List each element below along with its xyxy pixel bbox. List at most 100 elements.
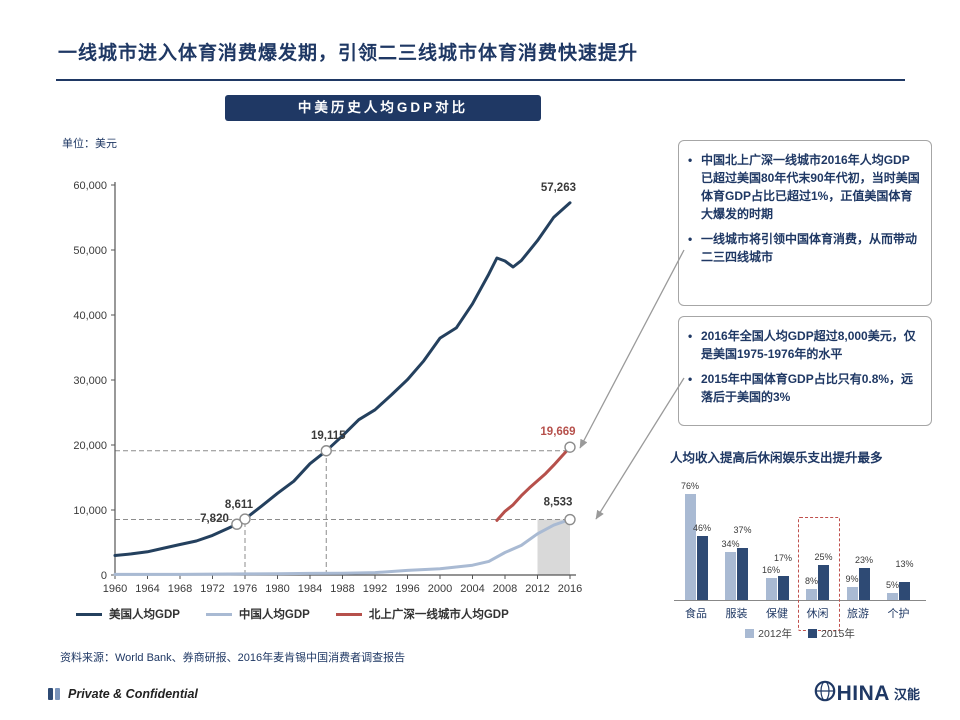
- footer: Private & Confidential HINA 汉能: [48, 680, 920, 707]
- bar-休闲-2012年: [806, 588, 817, 600]
- point-marker: [564, 441, 576, 453]
- y-tick-label: 0: [101, 570, 107, 582]
- legend-swatch: [205, 612, 232, 616]
- x-tick-label: 2000: [428, 583, 452, 595]
- china-line: [113, 518, 572, 576]
- legend-label: 美国人均GDP: [109, 609, 180, 621]
- bar-旅游-2015年: [858, 567, 870, 600]
- gdp-line-chart-svg: 0 10,000 20,000 30,000 40,000 50,000 60,000 196…: [73, 180, 582, 595]
- data-label: 57,263: [541, 182, 576, 194]
- bar-category-label: 休闲: [806, 608, 829, 620]
- bar-baseline: [674, 600, 926, 601]
- legend-swatch: [745, 629, 755, 638]
- legend-label: 中国人均GDP: [238, 609, 310, 621]
- bar-value-label: 8%: [804, 575, 818, 586]
- highlight-band: [537, 519, 570, 575]
- legend-item: 2012年: [745, 626, 792, 641]
- legend-label: 2015年: [821, 628, 855, 640]
- x-tick-label: 1980: [265, 583, 289, 595]
- source-note: 资料来源：World Bank、券商研报、2016年麦肯锡中国消费者调查报告: [60, 652, 406, 664]
- company-logo: HINA 汉能: [814, 680, 920, 707]
- page-title: 一线城市进入体育消费爆发期，引领二三线城市体育消费快速提升: [58, 43, 639, 64]
- bar-旅游-2012年: [846, 587, 858, 600]
- legend-swatch: [808, 629, 817, 638]
- data-label: 19,669: [540, 426, 575, 438]
- title-divider: [56, 79, 905, 81]
- logo-chinese: 汉能: [893, 687, 920, 702]
- legend-item: 2015年: [808, 626, 855, 641]
- bar-个护-2015年: [899, 581, 910, 600]
- y-tick-label: 40,000: [73, 310, 107, 322]
- bar-chart-legend: 2012年 2015年: [674, 626, 926, 641]
- globe-icon: [814, 680, 836, 707]
- bar-休闲-2015年: [818, 565, 829, 600]
- leisure-highlight-box: [797, 517, 840, 631]
- legend-swatch: [76, 612, 102, 616]
- x-tick-label: 1968: [168, 583, 192, 595]
- legend-item: 北上广深一线城市人均GDP: [335, 606, 509, 622]
- point-marker: [564, 513, 576, 526]
- x-tick-label: 2012: [525, 583, 549, 595]
- bar-value-label: 9%: [845, 574, 859, 585]
- x-tick-label: 1964: [135, 583, 159, 595]
- bar-食品-2012年: [684, 493, 696, 600]
- bar-食品-2015年: [696, 535, 708, 600]
- legend-item: 美国人均GDP: [76, 606, 180, 622]
- legend-item: 中国人均GDP: [205, 606, 310, 622]
- y-tick-label: 10,000: [73, 505, 107, 517]
- y-tick-label: 60,000: [73, 180, 107, 192]
- tier1-line: [495, 445, 572, 522]
- callout-bullet: 中国北上广深一线城市2016年人均GDP已超过美国80年代末90年代初，当时美国…: [688, 151, 921, 223]
- bar-value-label: 46%: [692, 522, 711, 533]
- chart-title-pill: 中美历史人均GDP对比: [225, 95, 541, 121]
- point-marker: [231, 518, 243, 530]
- x-tick-label: 1996: [395, 583, 419, 595]
- gdp-line-chart: 0 10,000 20,000 30,000 40,000 50,000 60,000 196…: [48, 148, 618, 608]
- bar-服装-2015年: [737, 548, 748, 600]
- x-tick-label: 1960: [103, 583, 127, 595]
- bar-value-label: 23%: [854, 554, 873, 565]
- y-tick-label: 30,000: [73, 375, 107, 387]
- bar-保健-2012年: [765, 577, 777, 600]
- callout-bullet: 2015年中国体育GDP占比只有0.8%，远落后于美国的3%: [688, 370, 921, 406]
- bar-category-label: 食品: [685, 608, 707, 620]
- callout-tier1-cities: 中国北上广深一线城市2016年人均GDP已超过美国80年代末90年代初，当时美国…: [678, 140, 932, 306]
- legend-label: 北上广深一线城市人均GDP: [368, 609, 509, 621]
- bar-category-label: 个护: [887, 608, 910, 620]
- line-chart-legend: 美国人均GDP 中国人均GDP 北上广深一线城市人均GDP: [76, 606, 509, 622]
- bar-保健-2015年: [777, 576, 789, 600]
- callout-bullet: 一线城市将引领中国体育消费，从而带动二三四线城市: [688, 230, 921, 266]
- x-tick-label: 1976: [233, 583, 257, 595]
- x-tick-label: 2004: [460, 583, 484, 595]
- x-tick-label: 1988: [330, 583, 354, 595]
- bar-value-label: 25%: [814, 552, 833, 562]
- us-line: [113, 201, 572, 557]
- data-label: 8,533: [544, 497, 573, 509]
- footer-bars-icon: [48, 687, 60, 700]
- bar-value-label: 16%: [761, 564, 780, 575]
- data-label: 7,820: [200, 513, 229, 525]
- bar-value-label: 76%: [680, 480, 699, 491]
- bar-value-label: 17%: [773, 553, 792, 564]
- logo-latin: HINA: [836, 681, 890, 705]
- bar-value-label: 34%: [721, 539, 740, 550]
- y-tick-label: 50,000: [73, 245, 107, 257]
- legend-label: 2012年: [758, 628, 792, 640]
- point-marker: [320, 445, 332, 457]
- confidential-block: Private & Confidential: [48, 687, 198, 701]
- data-label: 19,115: [311, 430, 346, 442]
- unit-label: 单位：美元: [62, 138, 117, 150]
- x-tick-label: 1984: [298, 583, 322, 595]
- callout-national-gdp: 2016年全国人均GDP超过8,000美元，仅是美国1975-1976年的水平 …: [678, 316, 932, 426]
- callout-bullet: 2016年全国人均GDP超过8,000美元，仅是美国1975-1976年的水平: [688, 327, 921, 363]
- bar-value-label: 37%: [733, 525, 752, 536]
- x-tick-label: 1992: [363, 583, 387, 595]
- confidential-label: Private & Confidential: [68, 686, 198, 701]
- bar-chart-title: 人均收入提高后休闲娱乐支出提升最多: [670, 451, 883, 465]
- x-tick-label: 2016: [558, 583, 582, 595]
- bar-value-label: 5%: [885, 580, 899, 590]
- point-marker: [239, 513, 251, 525]
- bar-category-label: 旅游: [847, 608, 869, 620]
- bar-个护-2012年: [887, 593, 898, 600]
